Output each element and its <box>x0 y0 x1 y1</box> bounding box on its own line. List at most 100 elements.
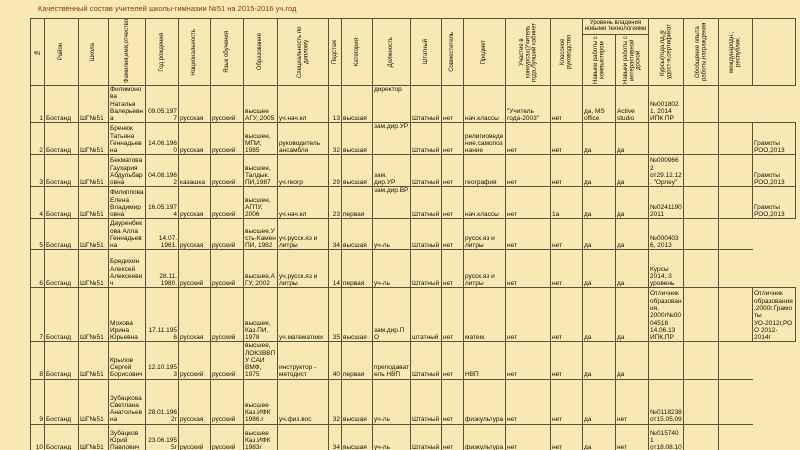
cell: руководитель ансамбля <box>277 122 329 156</box>
cell: преподаватель НВП <box>372 341 411 380</box>
col-header-kursy: Курсы(года,пд,№ удост-я,сертификат <box>648 18 684 86</box>
cell: 09.05.1977 <box>145 84 179 124</box>
cell: №0118238 от15.05.09 <box>648 378 684 425</box>
cell: Бренюк Татьяна Геннадьевна <box>108 122 146 156</box>
table-row: 2 Бостанд ШГ№51 Бренюк Татьяна Геннадьевна 1… <box>30 122 796 156</box>
cell <box>718 287 753 343</box>
cell: нет <box>550 154 583 188</box>
cell <box>718 122 753 156</box>
cell <box>683 154 719 188</box>
cell: нет <box>550 84 583 124</box>
cell: русский <box>210 423 244 450</box>
cell: №0009662 от29.12.12. "Орлеу" <box>648 154 684 188</box>
cell: высшее Каз.ИФК 1986.г <box>243 378 278 425</box>
cell: 14.06.1960 <box>145 122 179 156</box>
cell <box>752 249 796 288</box>
cell: первая <box>341 249 373 289</box>
cell: да, MS office <box>582 84 616 124</box>
cell: да <box>582 186 616 220</box>
cell: русский <box>210 122 244 156</box>
cell: Грамоты РОО,2013 <box>752 154 796 188</box>
cell: ШГ№51 <box>78 423 109 450</box>
cell: №0157401 от18.08.10 <box>648 423 684 450</box>
cell: Бостанд <box>44 154 79 188</box>
cell: физкультура <box>463 423 506 450</box>
col-header-school: Школа <box>78 18 109 86</box>
cell: да <box>582 287 616 343</box>
col-header-nagrady <box>752 18 796 86</box>
cell: Бостанд <box>44 122 79 156</box>
cell: русский <box>210 249 244 289</box>
col-header-staj: Педстаж <box>328 18 342 86</box>
cell: Крылов Сергей Борисович <box>108 341 146 380</box>
cell: 5 <box>30 218 45 251</box>
cell <box>752 218 796 250</box>
cell: да <box>582 423 616 450</box>
cell: нет <box>505 249 551 289</box>
cell: высшая <box>341 378 373 425</box>
cell: нет <box>505 218 551 251</box>
cell: 4 <box>30 186 45 220</box>
cell <box>752 379 796 425</box>
cell: высшее,Усть-Камен ПИ, 1982 <box>243 218 278 251</box>
cell: Бостанд <box>44 84 79 124</box>
cell: Филиппова Елена Владимировна <box>108 186 146 220</box>
cell: Бостанд <box>44 341 79 380</box>
cell: высшая <box>341 423 373 450</box>
cell: да <box>582 378 616 425</box>
cell: нет <box>441 218 464 251</box>
cell <box>648 122 684 156</box>
cell: Бекматова Гаухария Абдульбаровна <box>108 154 146 188</box>
table-row: 4 Бостанд ШГ№51 Филиппова Елена Владимировн… <box>30 186 796 220</box>
cell: матем. <box>463 287 506 343</box>
cell: зам.дир.ВР <box>372 186 411 220</box>
cell: Грамоты РОО,2013 <box>752 122 796 156</box>
cell: высшая <box>341 218 373 251</box>
cell: уч.русск.яз и литры <box>277 249 329 289</box>
cell: 1 <box>30 84 45 124</box>
col-header-birth: Год рождения <box>145 18 179 86</box>
cell <box>277 423 329 450</box>
cell: русск.яз и литры <box>463 218 506 251</box>
table-row: 10 Бостанд ШГ№51 Зубацков Юрий Павлович 23.0… <box>30 423 796 450</box>
table-row: 6 Бостанд ШГ№51 Бредихин Алексей Алексеевич… <box>30 249 796 289</box>
teachers-table: № Район Школа Фамилия,имя,отчество Год р… <box>30 18 796 450</box>
cell: 04.08.1962 <box>145 154 179 188</box>
cell: нет <box>441 249 464 289</box>
cell: зам.дир.ПО <box>372 287 411 343</box>
cell: высшее Каз.ИФК 1983г <box>243 423 278 450</box>
cell: ШГ№51 <box>78 218 109 251</box>
cell: Отличник образования, 2000г№0004518 14.0… <box>648 287 684 343</box>
cell: Бостанд <box>44 423 79 450</box>
cell <box>683 341 719 380</box>
cell: 6 <box>30 249 45 289</box>
cell: русский <box>210 378 244 425</box>
cell: Бостанд <box>44 287 79 343</box>
cell: ШГ№51 <box>78 341 109 380</box>
table-row: 8 Бостанд ШГ№51 Крылов Сергей Борисович 12.1… <box>30 341 796 380</box>
cell: русская <box>178 378 211 425</box>
cell: нет <box>615 378 649 425</box>
cell: первая <box>341 186 373 220</box>
cell: да <box>582 249 616 289</box>
cell: нет <box>505 122 551 156</box>
col-header-sovm: Совместитель <box>441 18 464 86</box>
cell: Штатный <box>410 84 442 124</box>
cell: нет <box>505 341 551 380</box>
cell: первая <box>341 341 373 380</box>
cell <box>683 249 719 289</box>
cell: казашка <box>178 154 211 188</box>
cell: русский <box>178 423 211 450</box>
cell: №0018021, 2014 ИПК ПР <box>648 84 684 124</box>
cell: нет <box>441 423 464 450</box>
cell: уч-ль <box>372 218 411 251</box>
cell: директор <box>372 84 411 124</box>
cell: 32 <box>328 378 342 425</box>
cell: высшее,АГУ, 2002 <box>243 249 278 289</box>
col-header-uchastie: Участие в конкурсах(Учитель года,Лучший … <box>505 18 551 86</box>
cell: высшее, Талдык. ПИ,1987 <box>243 154 278 188</box>
cell <box>752 85 796 123</box>
cell: Штатный <box>410 218 442 251</box>
cell: высшее, МПИ, 1985 <box>243 122 278 156</box>
